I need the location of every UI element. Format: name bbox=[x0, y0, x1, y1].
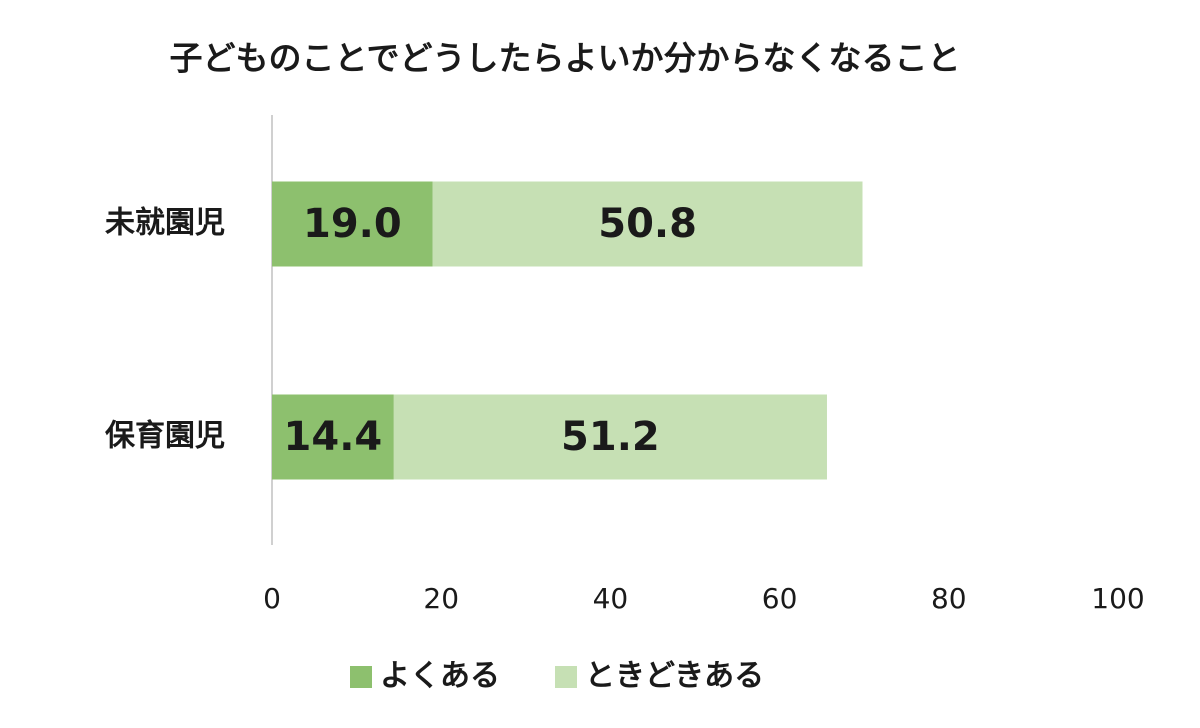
bar-segment bbox=[393, 394, 827, 480]
x-tick-label: 60 bbox=[762, 582, 798, 615]
data-label: 14.4 bbox=[284, 414, 383, 460]
legend-swatch bbox=[350, 666, 372, 688]
chart-title: 子どものことでどうしたらよいか分からなくなること bbox=[169, 39, 960, 78]
x-tick-label: 100 bbox=[1091, 582, 1144, 615]
x-tick-label: 0 bbox=[263, 582, 281, 615]
data-label: 51.2 bbox=[561, 414, 660, 460]
bar-segment bbox=[432, 181, 863, 267]
data-label: 50.8 bbox=[598, 201, 697, 247]
x-tick-label: 20 bbox=[423, 582, 459, 615]
x-tick-label: 80 bbox=[931, 582, 967, 615]
bar-segment bbox=[272, 181, 433, 267]
y-tick-label: 未就園児 bbox=[105, 206, 225, 241]
legend-label: よくある bbox=[380, 659, 500, 694]
y-tick-label: 保育園児 bbox=[105, 419, 225, 454]
legend-label: ときどきある bbox=[585, 659, 764, 694]
bar-segment bbox=[272, 394, 394, 480]
data-label: 19.0 bbox=[303, 201, 402, 247]
legend-swatch bbox=[555, 666, 577, 688]
x-tick-label: 40 bbox=[593, 582, 629, 615]
